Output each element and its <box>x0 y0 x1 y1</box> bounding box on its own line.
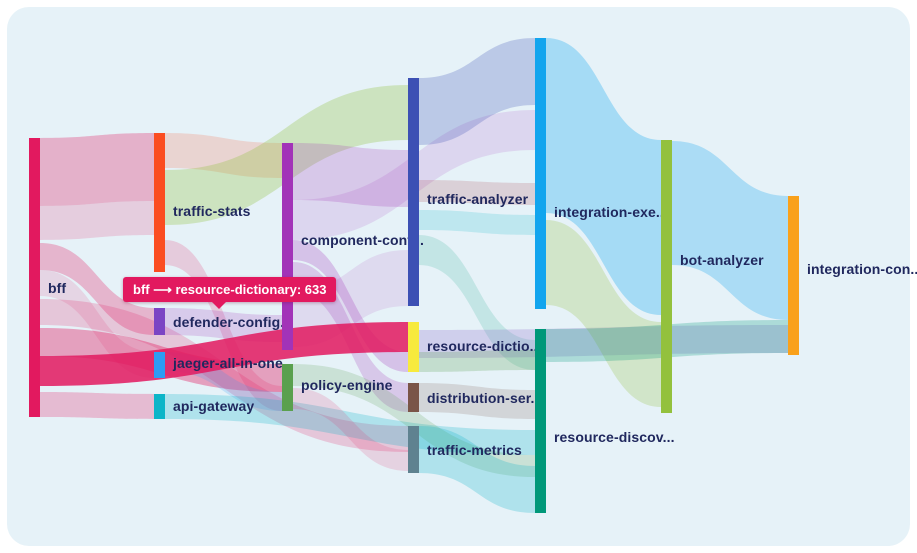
node-integration-con[interactable] <box>788 196 799 355</box>
link-distribution-ser-to-resource-discov[interactable] <box>419 383 535 419</box>
link-policy-engine-to-traffic-metrics[interactable] <box>293 388 408 471</box>
node-defender-config[interactable] <box>154 308 165 335</box>
node-api-gateway[interactable] <box>154 394 165 419</box>
link-bff-to-api-gateway[interactable] <box>40 392 154 419</box>
node-bff[interactable] <box>29 138 40 417</box>
link-resource-dictionary-to-integration-con[interactable] <box>419 325 788 358</box>
node-resource-discov[interactable] <box>535 329 546 513</box>
link-traffic-stats-to-policy-engine[interactable] <box>165 240 282 411</box>
link-integration-exe-to-bot-analyzer[interactable] <box>546 220 661 407</box>
link-bff-to-jaeger-all-in-one[interactable] <box>40 270 154 378</box>
link-defender-config-to-component-conf[interactable] <box>165 308 282 342</box>
tooltip: bff ⟶ resource-dictionary: 633 <box>123 277 337 309</box>
link-bff-to-traffic-metrics[interactable] <box>40 299 408 452</box>
tooltip-text: bff ⟶ resource-dictionary: 633 <box>133 282 327 297</box>
node-label-api-gateway: api-gateway <box>173 398 254 414</box>
link-component-conf-to-resource-dictionary[interactable] <box>293 240 408 372</box>
link-traffic-analyzer-to-integration-exe[interactable] <box>419 210 535 235</box>
link-traffic-stats-to-component-conf[interactable] <box>165 133 282 178</box>
node-label-traffic-stats: traffic-stats <box>173 203 251 219</box>
node-label-resource-discov: resource-discov... <box>554 429 675 445</box>
link-bff-to-traffic-stats[interactable] <box>40 133 154 206</box>
node-label-bff: bff <box>48 280 66 296</box>
node-component-conf[interactable] <box>282 143 293 350</box>
link-bot-analyzer-to-integration-con[interactable] <box>672 141 788 320</box>
node-label-integration-exe: integration-exe... <box>554 204 668 220</box>
link-resource-dictionary-to-resource-discov[interactable] <box>419 350 535 372</box>
node-label-component-conf: component-conf... <box>301 232 424 248</box>
link-traffic-analyzer-to-integration-exe[interactable] <box>419 38 535 145</box>
link-api-gateway-to-resource-discov[interactable] <box>165 394 535 455</box>
node-label-bot-analyzer: bot-analyzer <box>680 252 764 268</box>
node-label-integration-con: integration-con... <box>807 261 917 277</box>
node-label-jaeger-all-in-one: jaeger-all-in-one <box>172 355 283 371</box>
node-traffic-stats[interactable] <box>154 133 165 272</box>
node-label-traffic-analyzer: traffic-analyzer <box>427 191 529 207</box>
link-integration-exe-to-bot-analyzer[interactable] <box>546 38 661 315</box>
node-traffic-analyzer[interactable] <box>408 78 419 306</box>
node-traffic-metrics[interactable] <box>408 426 419 473</box>
node-label-traffic-metrics: traffic-metrics <box>427 442 522 458</box>
tooltip-pointer-icon <box>212 302 226 309</box>
node-policy-engine[interactable] <box>282 364 293 411</box>
node-integration-exe[interactable] <box>535 38 546 309</box>
node-resource-dictionary[interactable] <box>408 322 419 372</box>
link-component-conf-to-traffic-analyzer[interactable] <box>293 143 408 207</box>
node-bot-analyzer[interactable] <box>661 140 672 413</box>
node-distribution-ser[interactable] <box>408 383 419 412</box>
link-traffic-metrics-to-resource-discov[interactable] <box>419 426 535 513</box>
node-label-resource-dictionary: resource-dictio... <box>427 338 542 354</box>
node-jaeger-all-in-one[interactable] <box>154 352 165 378</box>
link-bff-to-resource-dictionary-highlighted[interactable] <box>40 322 408 386</box>
link-component-conf-to-traffic-analyzer[interactable] <box>293 250 408 347</box>
link-bff-to-defender-config[interactable] <box>40 243 154 335</box>
link-policy-engine-to-resource-discov[interactable] <box>293 364 535 477</box>
node-label-policy-engine: policy-engine <box>301 377 393 393</box>
link-traffic-analyzer-to-resource-discov[interactable] <box>419 235 535 370</box>
diagram-background <box>7 7 910 546</box>
node-label-distribution-ser: distribution-ser... <box>427 390 542 406</box>
link-traffic-analyzer-to-integration-exe[interactable] <box>419 180 535 205</box>
node-label-defender-config: defender-config... <box>173 314 292 330</box>
link-bff-to-traffic-stats[interactable] <box>40 201 154 240</box>
